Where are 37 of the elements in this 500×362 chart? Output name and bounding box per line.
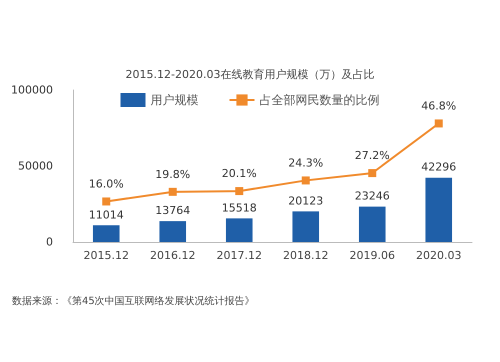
point [235, 187, 244, 196]
legend-label: 用户规模 [150, 93, 198, 107]
y-tick-label: 0 [46, 236, 53, 248]
data-label: 20.1% [222, 167, 257, 180]
source-note: 数据来源：《第45次中国互联网络发展状况统计报告》 [12, 294, 256, 308]
data-label: 16.0% [88, 177, 124, 190]
data-label: 11014 [88, 208, 124, 222]
data-label: 15518 [222, 201, 257, 214]
data-label: 46.8% [421, 99, 456, 112]
point [168, 188, 177, 196]
data-label: 20123 [288, 194, 324, 208]
x-tick-label: 2016.12 [150, 249, 196, 262]
point [302, 176, 310, 184]
x-tick-label: 2018.12 [282, 249, 328, 262]
data-label: 24.3% [288, 156, 324, 170]
bar [358, 206, 386, 242]
data-label: 23246 [354, 190, 390, 203]
bar [425, 178, 452, 242]
bar [92, 225, 120, 242]
data-label: 13764 [155, 204, 190, 218]
bar [159, 221, 186, 242]
y-tick-label: 100000 [10, 84, 53, 96]
x-tick-label: 2020.03 [416, 249, 462, 262]
x-tick-label: 2019.06 [350, 249, 395, 262]
bar [226, 218, 253, 242]
data-label: 19.8% [155, 168, 190, 181]
x-tick-label: 2017.12 [216, 249, 262, 262]
point [368, 169, 376, 178]
y-tick-label: 50000 [18, 160, 53, 172]
legend-label: 占全部网民数量的比例 [260, 93, 380, 107]
point [434, 119, 443, 128]
point [102, 197, 110, 206]
chart-title: 2015.12-2020.03在线教育用户规模（万）及占比 [126, 68, 374, 81]
data-label: 42296 [421, 160, 456, 174]
data-label: 27.2% [354, 149, 390, 162]
bar [292, 211, 320, 242]
x-tick-label: 2015.12 [83, 249, 129, 262]
